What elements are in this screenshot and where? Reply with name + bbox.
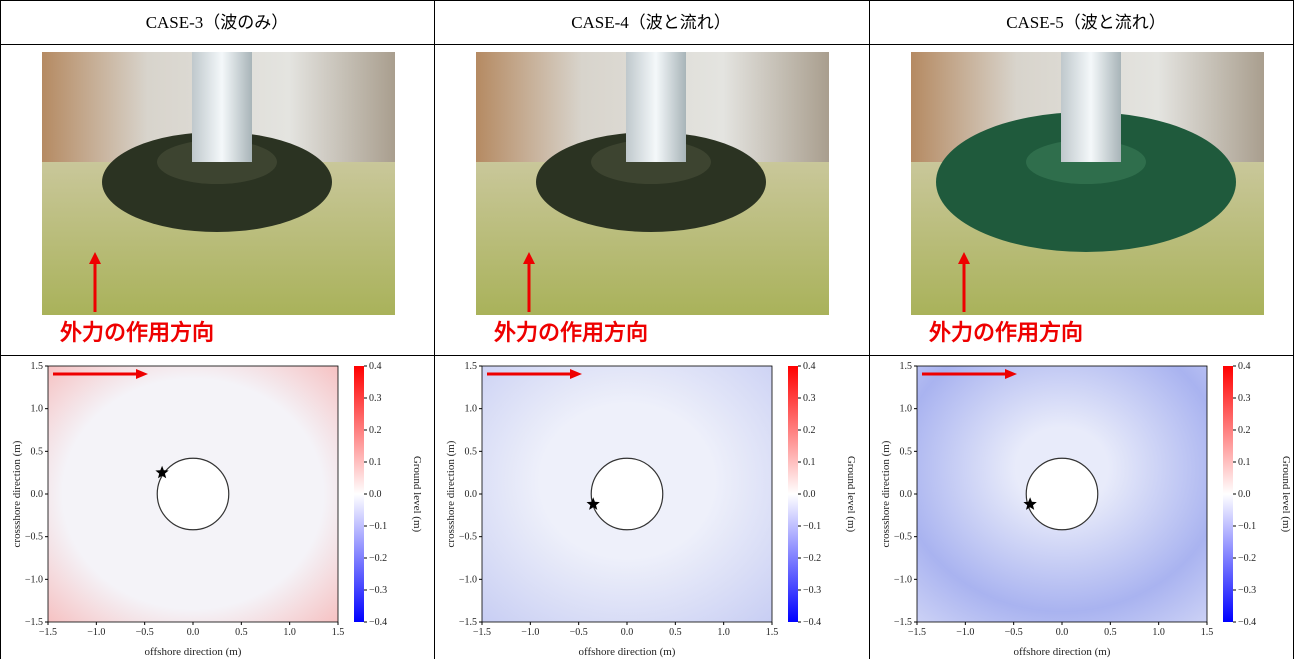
x-tick-label: −0.5 [1005,627,1023,638]
colorbar-tick-label: −0.3 [803,585,821,596]
colorbar-tick-label: 0.0 [1238,489,1251,500]
colorbar-tick-label: −0.3 [1238,585,1256,596]
y-tick-label: 1.0 [31,404,44,415]
colorbar-tick-label: −0.3 [369,585,387,596]
y-tick-label: −1.0 [25,574,43,585]
colorbar [1223,366,1233,622]
colorbar-tick-label: −0.1 [369,521,387,532]
colorbar-tick-label: −0.1 [803,521,821,532]
y-tick-label: 0.0 [465,489,478,500]
y-tick-label: 0.5 [465,446,478,457]
colorbar-tick-label: 0.3 [803,393,816,404]
colorbar-tick-label: 0.2 [803,425,816,436]
photo-label: 外力の作用方向 [60,320,214,346]
x-tick-label: 1.5 [1201,627,1214,638]
colorbar-tick-label: 0.4 [1238,361,1251,372]
colorbar-tick-label: 0.0 [803,489,816,500]
photo [476,52,829,315]
x-tick-label: −0.5 [136,627,154,638]
colorbar-tick-label: −0.2 [1238,553,1256,564]
y-tick-label: −0.5 [25,532,43,543]
colorbar-label: Ground level (m) [411,456,423,533]
colorbar-tick-label: −0.1 [1238,521,1256,532]
colorbar-tick-label: 0.0 [369,489,382,500]
pile [157,458,229,530]
x-tick-label: −1.0 [521,627,539,638]
y-tick-label: 0.5 [900,446,913,457]
y-tick-label: 1.0 [900,404,913,415]
colorbar-tick-label: 0.2 [369,425,382,436]
x-tick-label: 0.0 [621,627,634,638]
column-header: CASE-5（波と流れ） [1006,13,1166,32]
page: CASE-3（波のみ） 外力の作用方向 −1.5 −1.0 −0.5 0.0 0.5 1.0 1… [0,0,1294,659]
colorbar-tick-label: 0.1 [1238,457,1251,468]
y-axis-label: crossshore direction (m) [11,440,23,547]
colorbar-tick-label: 0.2 [1238,425,1251,436]
colorbar-tick-label: 0.3 [369,393,382,404]
x-axis-label: offshore direction (m) [579,646,676,658]
document-table: CASE-3（波のみ） 外力の作用方向 −1.5 −1.0 −0.5 0.0 0.5 1.0 1… [0,0,1294,659]
x-tick-label: −1.5 [908,627,926,638]
x-tick-label: −0.5 [570,627,588,638]
photo-cylinder [1061,52,1121,162]
x-axis-label: offshore direction (m) [1014,646,1111,658]
x-tick-label: −1.5 [473,627,491,638]
x-tick-label: 0.0 [187,627,200,638]
colorbar-tick-label: −0.4 [369,617,387,628]
colorbar-tick-label: 0.4 [369,361,382,372]
y-axis-label: crossshore direction (m) [880,440,892,547]
x-tick-label: 1.0 [1152,627,1165,638]
photo [911,52,1264,315]
y-tick-label: 0.0 [900,489,913,500]
colorbar [354,366,364,622]
y-tick-label: 0.0 [31,489,44,500]
colorbar-tick-label: 0.3 [1238,393,1251,404]
y-tick-label: −1.5 [894,617,912,628]
y-tick-label: −1.0 [459,574,477,585]
y-tick-label: −0.5 [459,532,477,543]
photo-label: 外力の作用方向 [494,320,648,346]
pile [1026,458,1098,530]
x-tick-label: 1.5 [766,627,779,638]
colorbar-tick-label: −0.4 [1238,617,1256,628]
y-tick-label: 1.5 [900,361,913,372]
photo-label: 外力の作用方向 [929,320,1083,346]
x-axis-label: offshore direction (m) [145,646,242,658]
x-tick-label: 1.5 [332,627,345,638]
column-header: CASE-4（波と流れ） [571,13,731,32]
colorbar-tick-label: 0.4 [803,361,816,372]
y-tick-label: −1.0 [894,574,912,585]
y-tick-label: −1.5 [25,617,43,628]
y-tick-label: 1.0 [465,404,478,415]
x-tick-label: −1.0 [956,627,974,638]
y-tick-label: 1.5 [31,361,44,372]
y-tick-label: −1.5 [459,617,477,628]
x-tick-label: 0.5 [1104,627,1117,638]
x-tick-label: 0.0 [1056,627,1069,638]
x-tick-label: −1.0 [87,627,105,638]
x-tick-label: 1.0 [283,627,296,638]
photo-cylinder [192,52,252,162]
colorbar [788,366,798,622]
column-header: CASE-3（波のみ） [146,13,289,32]
photo-cylinder [626,52,686,162]
x-tick-label: 0.5 [669,627,682,638]
colorbar-label: Ground level (m) [845,456,857,533]
x-tick-label: 1.0 [717,627,730,638]
photo [42,52,395,315]
y-tick-label: −0.5 [894,532,912,543]
y-tick-label: 1.5 [465,361,478,372]
x-tick-label: 0.5 [235,627,248,638]
colorbar-label: Ground level (m) [1280,456,1292,533]
pile [591,458,663,530]
colorbar-tick-label: −0.2 [369,553,387,564]
colorbar-tick-label: −0.4 [803,617,821,628]
colorbar-tick-label: 0.1 [803,457,816,468]
colorbar-tick-label: 0.1 [369,457,382,468]
x-tick-label: −1.5 [39,627,57,638]
y-axis-label: crossshore direction (m) [445,440,457,547]
colorbar-tick-label: −0.2 [803,553,821,564]
y-tick-label: 0.5 [31,446,44,457]
